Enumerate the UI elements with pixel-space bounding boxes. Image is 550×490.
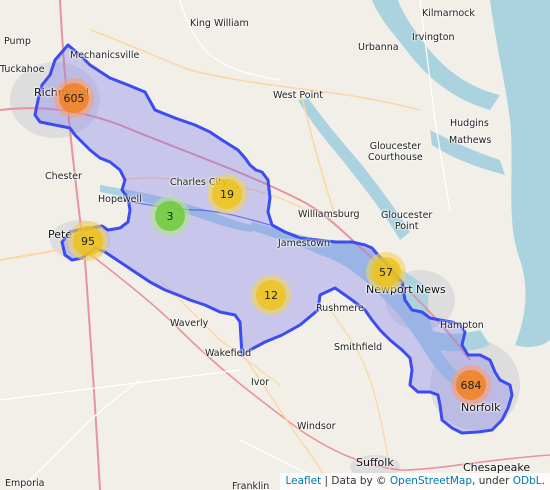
place-franklin: Franklin — [232, 481, 270, 490]
cluster-count: 684 — [456, 370, 486, 400]
place-hampton: Hampton — [440, 320, 484, 331]
place-newport-news: Newport News — [366, 283, 446, 296]
leaflet-link[interactable]: Leaflet — [285, 475, 322, 487]
cluster-marker-richmond[interactable]: 605 — [54, 78, 94, 118]
place-emporia: Emporia — [5, 478, 45, 489]
cluster-count: 12 — [256, 280, 286, 310]
openstreetmap-link[interactable]: OpenStreetMap — [389, 475, 473, 487]
place-kilmarnock: Kilmarnock — [422, 8, 475, 19]
place-waverly: Waverly — [170, 318, 209, 329]
place-urbanna: Urbanna — [358, 42, 399, 53]
odbl-link[interactable]: ODbL — [512, 475, 542, 487]
place-irvington: Irvington — [412, 32, 455, 43]
place-gloucester-point: Gloucester Point — [381, 210, 433, 232]
place-windsor: Windsor — [297, 421, 336, 432]
cluster-marker-surry[interactable]: 12 — [251, 275, 291, 315]
attribution-under: , under — [472, 475, 513, 487]
place-gloucester-courthouse: Gloucester Courthouse — [368, 141, 423, 163]
cluster-count: 3 — [155, 201, 185, 231]
cluster-marker-petersburg[interactable]: 95 — [68, 221, 108, 261]
place-west-point: West Point — [273, 90, 323, 101]
place-norfolk: Norfolk — [461, 401, 501, 414]
cluster-count: 95 — [73, 226, 103, 256]
place-hopewell: Hopewell — [98, 194, 142, 205]
place-charles-city: Charles City — [170, 177, 228, 188]
place-mechanicsville: Mechanicsville — [70, 50, 140, 61]
place-pump: Pump — [4, 36, 31, 47]
region-polygon — [33, 43, 514, 435]
cluster-marker-charles-city[interactable]: 19 — [207, 174, 247, 214]
place-petersburg: Pete — [48, 228, 73, 241]
cluster-count: 57 — [371, 257, 401, 287]
cluster-marker-norfolk[interactable]: 684 — [451, 365, 491, 405]
cluster-marker-charles-city-west[interactable]: 3 — [150, 196, 190, 236]
attribution-period: . — [541, 475, 545, 487]
place-suffolk: Suffolk — [356, 456, 394, 469]
cluster-count: 605 — [59, 83, 89, 113]
place-ivor: Ivor — [251, 377, 270, 388]
place-chesapeake: Chesapeake — [463, 461, 531, 474]
place-jamestown: Jamestown — [278, 238, 330, 249]
place-smithfield: Smithfield — [334, 342, 383, 353]
map-attribution: Leaflet | Data by © OpenStreetMap, under… — [280, 473, 550, 490]
place-tuckahoe: Tuckahoe — [0, 64, 45, 75]
place-williamsburg: Williamsburg — [298, 209, 360, 220]
place-rushmere: Rushmere — [316, 303, 364, 314]
place-chester: Chester — [45, 171, 82, 182]
place-hudgins: Hudgins — [450, 118, 489, 129]
place-wakefield: Wakefield — [205, 348, 252, 359]
attribution-separator: | Data by © — [321, 475, 390, 487]
cluster-count: 19 — [212, 179, 242, 209]
place-king-william: King William — [190, 18, 249, 29]
place-mathews: Mathews — [449, 135, 492, 146]
water-bodies — [100, 0, 550, 392]
cluster-marker-newport-news[interactable]: 57 — [366, 252, 406, 292]
